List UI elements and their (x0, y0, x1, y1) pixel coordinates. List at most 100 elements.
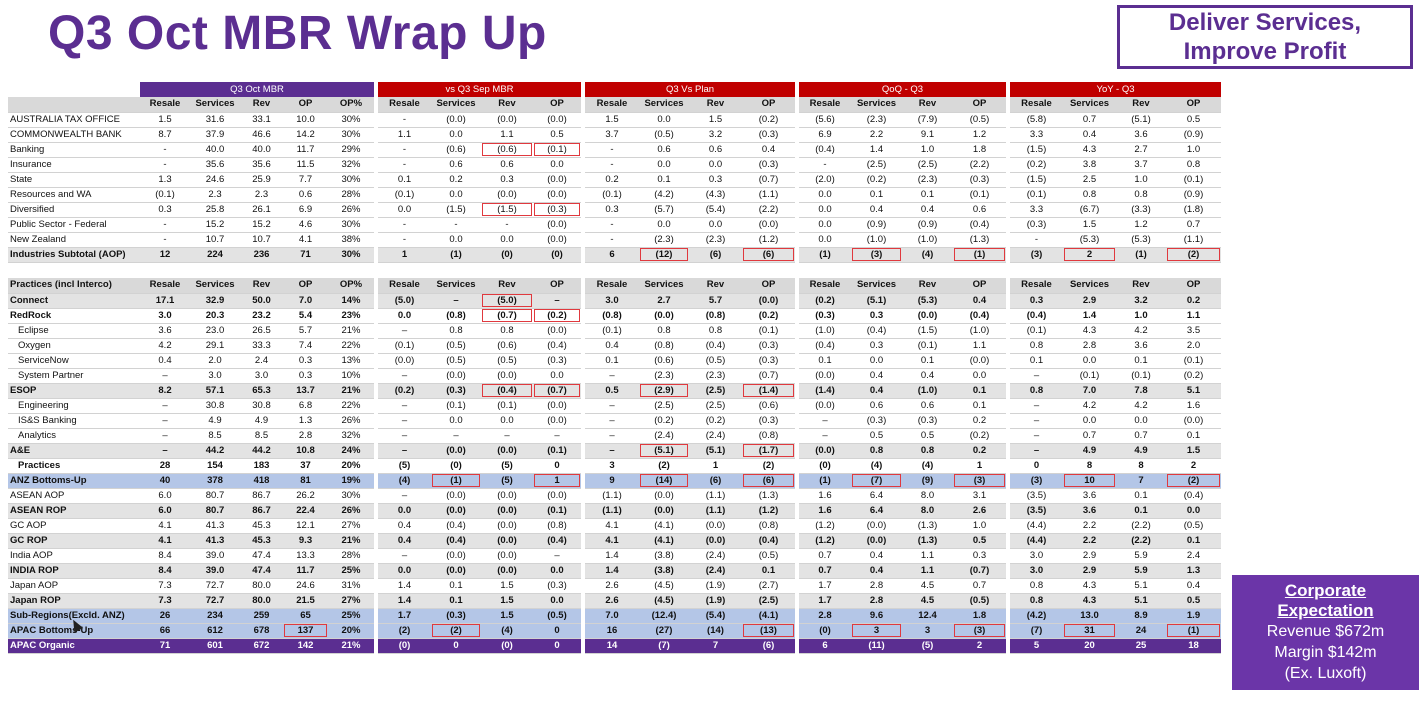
table-cell: – (378, 443, 431, 459)
table-cell: 1 (953, 458, 1006, 474)
row-label: INDIA ROP (8, 563, 140, 579)
row-label: RedRock (8, 308, 140, 324)
callout-line-2: Improve Profit (1183, 38, 1347, 65)
table-cell: (3.8) (639, 548, 689, 564)
table-cell: 0.5 (851, 428, 902, 444)
table-cell: (0.0) (481, 488, 533, 504)
table-cell: 0.0 (799, 202, 851, 218)
corporate-note: (Ex. Luxoft) (1284, 665, 1367, 682)
table-cell: 1.8 (953, 142, 1006, 158)
table-cell: 0.1 (378, 172, 431, 188)
table-cell: 1.4 (378, 578, 431, 594)
column-header: Rev (240, 278, 283, 294)
table-cell: 40.0 (190, 142, 240, 158)
column-header: Rev (1116, 278, 1166, 294)
column-header: OP (283, 97, 328, 113)
column-header: OP (953, 97, 1006, 113)
table-cell: (0.4) (953, 308, 1006, 324)
column-header: Services (639, 278, 689, 294)
table-cell: (0.5) (953, 112, 1006, 128)
table-cell: (0.7) (533, 383, 581, 399)
table-cell: (3.3) (1116, 202, 1166, 218)
table-cell: (0.6) (481, 338, 533, 354)
table-cell: (0.0) (799, 398, 851, 414)
table-cell: – (1010, 443, 1063, 459)
table-cell: 72.7 (190, 578, 240, 594)
table-cell: (1) (799, 247, 851, 263)
table-cell: (1.1) (689, 503, 742, 519)
table-cell: (0) (481, 638, 533, 654)
column-header: OP% (328, 97, 374, 113)
table-cell: 46.6 (240, 127, 283, 143)
table-cell: – (431, 293, 481, 309)
table-cell: (0.5) (533, 608, 581, 624)
table-cell: (0.2) (742, 112, 795, 128)
table-cell: (7) (639, 638, 689, 654)
table-cell: (5.3) (1063, 232, 1116, 248)
page-title: Q3 Oct MBR Wrap Up (48, 7, 547, 60)
table-cell: 19% (328, 473, 374, 489)
table-cell: 2.6 (953, 503, 1006, 519)
table-cell: 5.1 (1116, 578, 1166, 594)
table-cell: (0.6) (639, 353, 689, 369)
table-cell: (0.0) (481, 518, 533, 534)
table-cell: 20% (328, 623, 374, 639)
table-cell: 1.1 (953, 338, 1006, 354)
table-cell: 0.0 (533, 593, 581, 609)
table-cell: 0.3 (851, 308, 902, 324)
table-cell: 32% (328, 428, 374, 444)
table-cell: 33.1 (240, 112, 283, 128)
table-cell: 0.4 (585, 338, 639, 354)
table-cell: 2.9 (1063, 563, 1116, 579)
table-row: COMMONWEALTH BANK 8.7 37.9 46.6 14.2 30% 1.1 0.… (8, 127, 1221, 143)
table-cell: 80.7 (190, 503, 240, 519)
table-row: Japan AOP 7.3 72.7 80.0 24.6 31% 1.4 0.1 1.5 (0.3… (8, 578, 1221, 594)
table-cell: 29.1 (190, 338, 240, 354)
table-cell: 5.7 (689, 293, 742, 309)
table-cell: 30.8 (240, 398, 283, 414)
table-cell: 7.8 (1116, 383, 1166, 399)
column-header-row: Practices (incl Interco) Resale Services Re… (8, 278, 1221, 294)
table-cell: 28% (328, 548, 374, 564)
table-cell: 2.5 (1063, 172, 1116, 188)
table-cell: 1.1 (481, 127, 533, 143)
table-cell: (2.4) (689, 563, 742, 579)
spacer-cell (639, 262, 689, 278)
table-cell: (13) (742, 623, 795, 639)
table-cell: 224 (190, 247, 240, 263)
table-cell: 1.4 (585, 548, 639, 564)
spacer-cell (953, 262, 1006, 278)
table-cell: 0.6 (481, 157, 533, 173)
table-cell: (2.5) (851, 157, 902, 173)
table-cell: (5.3) (902, 293, 953, 309)
table-cell: (0.4) (533, 338, 581, 354)
table-cell: 22.4 (283, 503, 328, 519)
table-row: Practices 28 154 183 37 20% (5) (0) (5) 0 3 (2) 1 (2)… (8, 458, 1221, 474)
table-cell: 47.4 (240, 548, 283, 564)
table-cell: 1.0 (902, 142, 953, 158)
table-cell: 0.4 (851, 563, 902, 579)
table-cell: (0.1) (140, 187, 190, 203)
table-cell: 27% (328, 593, 374, 609)
table-cell: 8.9 (1116, 608, 1166, 624)
spacer-cell (533, 262, 581, 278)
table-cell: (2.5) (742, 593, 795, 609)
column-header: Services (431, 278, 481, 294)
table-cell: – (533, 428, 581, 444)
table-cell: (0.4) (1166, 488, 1221, 504)
table-cell: (2.2) (953, 157, 1006, 173)
table-cell: (0.5) (431, 353, 481, 369)
table-cell: 2.3 (240, 187, 283, 203)
group-header-4: YoY - Q3 (1010, 82, 1221, 97)
table-cell: (0.1) (1166, 353, 1221, 369)
table-cell: 10.8 (283, 443, 328, 459)
table-cell: 0.7 (1063, 428, 1116, 444)
table-cell: 1.0 (1166, 142, 1221, 158)
table-cell: 23% (328, 308, 374, 324)
table-cell: 47.4 (240, 563, 283, 579)
table-cell: 0.1 (851, 187, 902, 203)
table-cell: 27% (328, 518, 374, 534)
table-cell: (4.2) (1010, 608, 1063, 624)
table-cell: 8.5 (190, 428, 240, 444)
table-cell: 11.7 (283, 142, 328, 158)
